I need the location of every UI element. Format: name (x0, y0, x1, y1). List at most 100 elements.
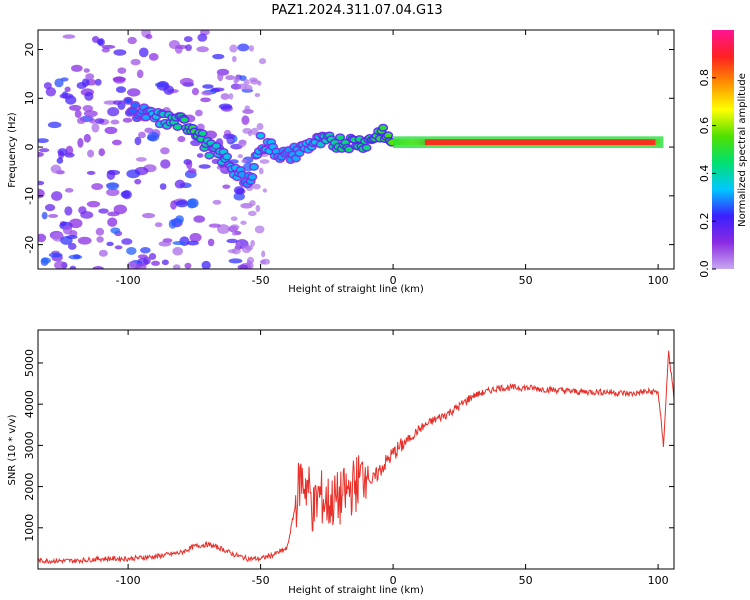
spectrogram-noise-blob (212, 53, 225, 60)
spectrogram-noise-blob (252, 183, 261, 190)
spectrogram-noise-blob (111, 139, 122, 146)
spectrogram-noise-blob (222, 184, 231, 189)
spectrogram-noise-blob (85, 73, 95, 80)
spectrogram-noise-blob (183, 36, 193, 43)
spectrogram-noise-blob (68, 104, 82, 111)
spectrogram-noise-blob (255, 204, 261, 213)
spectrogram-noise-blob (135, 157, 147, 162)
spectrogram-noise-blob (101, 47, 110, 53)
spectrogram-noise-blob (38, 138, 49, 144)
spectrogram-noise-blob (113, 204, 127, 215)
spectrogram-noise-blob (148, 52, 159, 61)
spectrogram-noise-blob (121, 238, 133, 245)
spectrogram-ridge-blob (250, 164, 258, 170)
spectrogram-noise-blob (106, 182, 119, 190)
spectrogram-noise-blob (227, 249, 237, 254)
spectrogram-noise-blob (230, 216, 238, 221)
spectrogram-noise-blob (154, 222, 163, 228)
spectrogram-ridge-blob (142, 114, 150, 120)
spectrogram-noise-blob (69, 218, 83, 229)
spectrogram-noise-blob (194, 109, 203, 117)
spectrogram-noise-blob (200, 97, 211, 103)
spectrogram-noise-blob (144, 127, 154, 134)
spectrogram-noise-blob (250, 239, 256, 247)
spectrogram-noise-blob (233, 192, 245, 201)
spectrogram-noise-blob (86, 200, 101, 208)
spectrogram-noise-blob (158, 241, 172, 247)
spectrogram-x-axis-title: Height of straight line (km) (288, 284, 424, 295)
colorbar-label: Normalized spectral amplitude (737, 73, 748, 227)
colorbar-bar (712, 30, 734, 269)
spectrogram-noise-blob (231, 230, 238, 236)
spectrogram-noise-blob (184, 262, 192, 269)
spectrogram-noise-blob (170, 200, 177, 210)
spectrogram-noise-blob (115, 86, 126, 93)
spectrogram-noise-blob (98, 148, 106, 157)
spectrogram-noise-blob (160, 147, 170, 155)
spectrogram-noise-blob (107, 106, 120, 117)
spectrogram-noise-blob (234, 76, 240, 83)
spectrogram-noise-blob (242, 109, 254, 115)
spectrogram-noise-blob (110, 119, 120, 125)
colorbar: 0.0 0.2 0.4 0.6 0.8 Normalized spectral ampl… (698, 30, 748, 278)
snr-x-tick-label: -50 (252, 574, 270, 587)
spectrogram-noise-blob (74, 109, 82, 119)
spectrogram-noise-blob (38, 151, 44, 157)
spectrogram-noise-blob (54, 260, 67, 269)
spectrogram-noise-blob (130, 58, 141, 66)
spectrogram-noise-blob (41, 211, 48, 220)
spectrogram-noise-blob (257, 80, 262, 86)
spectrogram-noise-blob (159, 183, 167, 190)
spectrogram-noise-blob (241, 245, 252, 254)
spectrogram-noise-blob (66, 235, 78, 240)
spectrogram-noise-blob (43, 82, 52, 90)
snr-ticks: -100 -50 0 50 100 1000 2000 3000 4000 5000 (23, 330, 674, 587)
spectrogram-noise-blob (259, 159, 270, 164)
spectrogram-noise-blob (249, 77, 258, 83)
spectrogram-noise-blob (172, 241, 186, 246)
spectrogram-noise-blob (113, 49, 127, 56)
spectrogram-ridge-blob (129, 108, 137, 114)
spectrogram-noise-blob (67, 242, 77, 250)
spectrogram-noise-blob (62, 34, 76, 39)
spectrogram-noise-blob (76, 117, 86, 125)
spectrogram-y-axis-title: Frequency (Hz) (7, 112, 18, 188)
spectrogram-ridge-blob (131, 102, 139, 108)
spectrogram-noise-blob (112, 76, 126, 82)
spectrogram-noise-blob (186, 198, 197, 209)
spectrogram-noise-blob (196, 153, 204, 158)
spectrogram-noise-blob (228, 93, 234, 100)
spectrogram-noise-blob (172, 246, 183, 256)
spectrogram-noise-blob (160, 159, 171, 169)
spectrogram-y-tick-label: -10 (23, 187, 36, 205)
spectrogram-noise-blob (91, 122, 100, 133)
spectrogram-x-tick-label: -50 (252, 274, 270, 287)
spectrogram-noise-blob (117, 67, 127, 74)
spectrogram-noise-blob (186, 240, 199, 246)
spectrogram-noise-blob (133, 262, 147, 269)
spectrogram-noise-blob (218, 103, 233, 110)
spectrogram-noise-blob (244, 84, 253, 91)
spectrogram-noise-blob (82, 104, 94, 112)
spectrogram-noise-blob (56, 157, 64, 164)
spectrogram-noise-blob (238, 139, 247, 147)
spectrogram-noise-blob (71, 64, 83, 72)
spectrogram-noise-blob (198, 164, 211, 169)
spectrogram-noise-blob (241, 115, 250, 126)
spectrogram-noise-blob (196, 46, 209, 53)
colorbar-ticks: 0.0 0.2 0.4 0.6 0.8 (698, 69, 716, 278)
spectrogram-noise-blob (51, 191, 63, 201)
spectrogram-noise-blob (168, 219, 177, 229)
spectrogram-ridge-blob (345, 146, 353, 152)
snr-x-tick-label: 0 (390, 574, 397, 587)
spectrogram-noise-blob (248, 45, 254, 52)
spectrogram-noise-blob (134, 136, 142, 146)
spectrogram-ridge-blob (379, 125, 387, 131)
spectrogram-y-tick-label: 20 (23, 43, 36, 57)
spectrogram-noise-blob (237, 83, 247, 90)
snr-y-tick-label: 4000 (23, 390, 36, 418)
spectrogram-noise-blob (175, 215, 185, 224)
